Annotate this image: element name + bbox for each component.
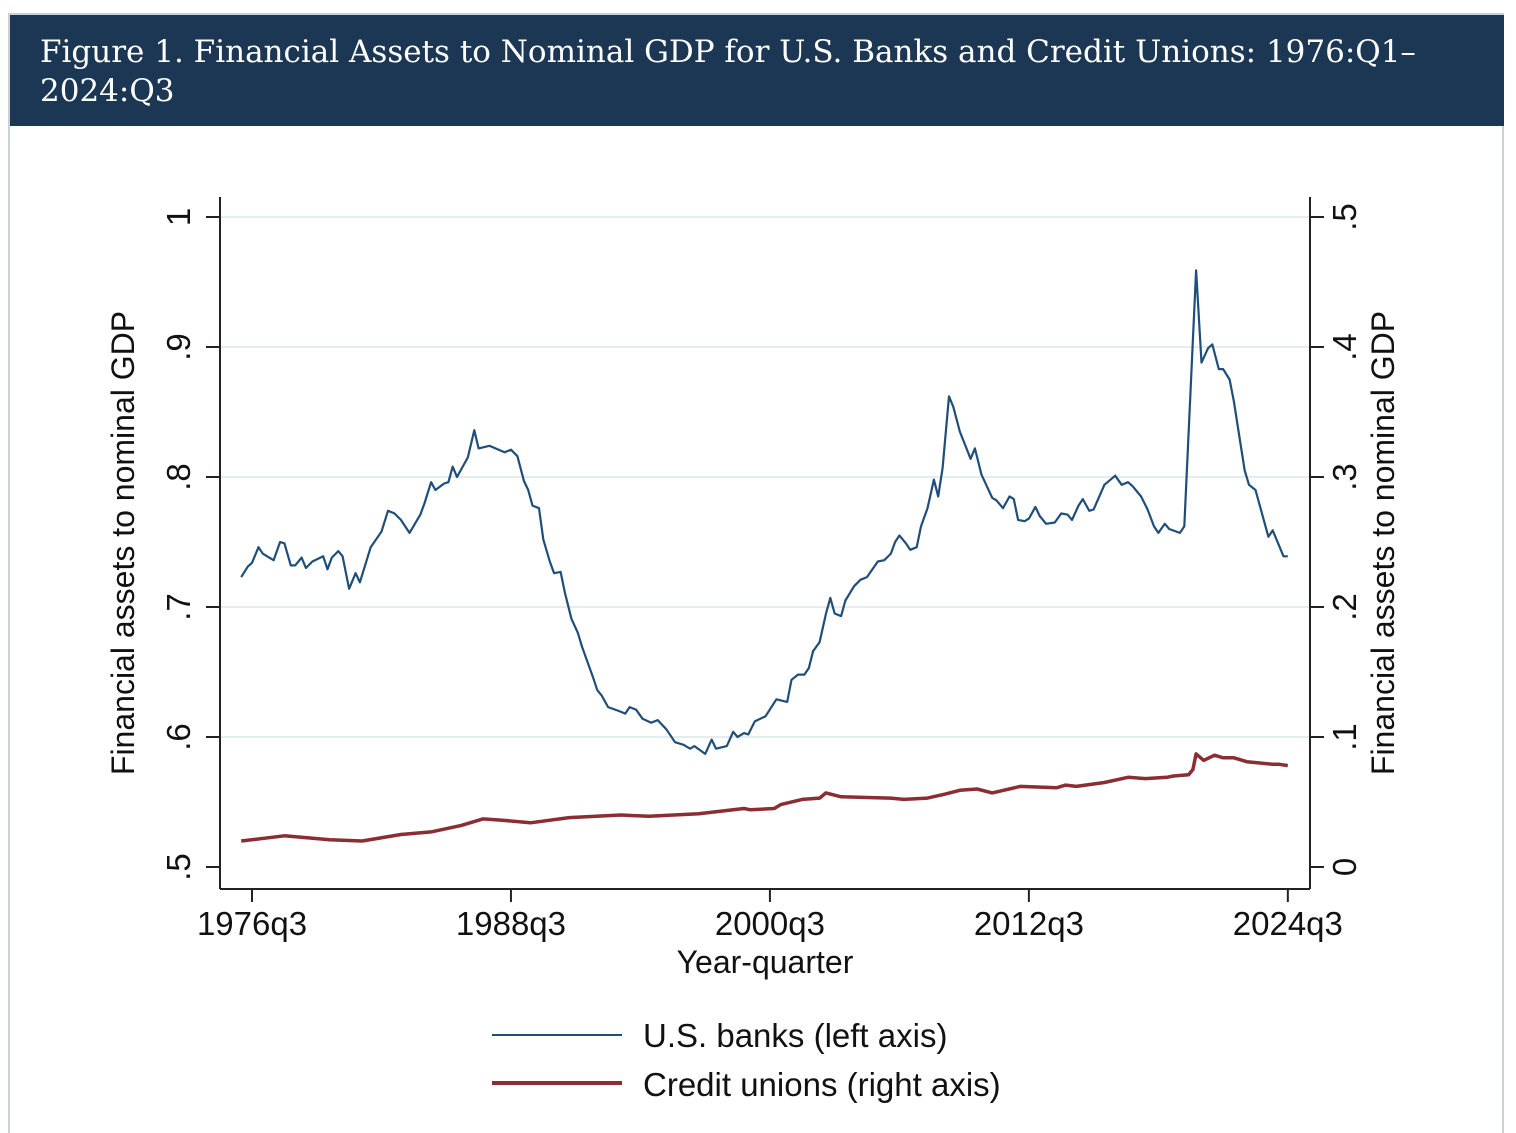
figure-header: Figure 1. Financial Assets to Nominal GD… <box>10 15 1504 126</box>
y-right-tick-label: .3 <box>1326 463 1363 491</box>
x-axis-title: Year-quarter <box>677 944 854 980</box>
series-lines <box>240 269 1289 843</box>
legend-label-banks: U.S. banks (left axis) <box>643 1017 947 1054</box>
y-right-tick-label: .5 <box>1326 203 1363 231</box>
y-right-tick-label: .2 <box>1326 593 1363 621</box>
y-left-tick-label: 1 <box>160 208 197 226</box>
y-left-tick-label: .7 <box>160 593 197 621</box>
y-right-tick-label: 0 <box>1326 858 1363 876</box>
figure-card <box>8 13 1504 1133</box>
x-tick-label: 1976q3 <box>197 905 307 942</box>
x-tick-label: 2000q3 <box>715 905 825 942</box>
y-left-tick-label: .9 <box>160 333 197 361</box>
series-line-credit-unions <box>240 752 1289 843</box>
figure-title: Figure 1. Financial Assets to Nominal GD… <box>40 34 1416 109</box>
axes <box>219 197 1311 890</box>
x-tick-label: 2024q3 <box>1233 905 1343 942</box>
legend-label-credit-unions: Credit unions (right axis) <box>643 1066 1001 1103</box>
y-axis-left-title: Financial assets to nominal GDP <box>105 311 141 775</box>
x-tick-label: 2012q3 <box>974 905 1084 942</box>
y-right-tick-label: .1 <box>1326 723 1363 751</box>
legend: U.S. banks (left axis) Credit unions (ri… <box>492 1017 1001 1103</box>
x-tick-label: 1988q3 <box>456 905 566 942</box>
series-line-banks <box>240 269 1288 755</box>
y-axis-right-title: Financial assets to nominal GDP <box>1365 311 1401 775</box>
y-left-tick-label: .6 <box>160 723 197 751</box>
y-left-tick-label: .8 <box>160 463 197 491</box>
y-right-tick-label: .4 <box>1326 333 1363 361</box>
y-left-tick-label: .5 <box>160 853 197 881</box>
gridlines <box>220 216 1310 738</box>
